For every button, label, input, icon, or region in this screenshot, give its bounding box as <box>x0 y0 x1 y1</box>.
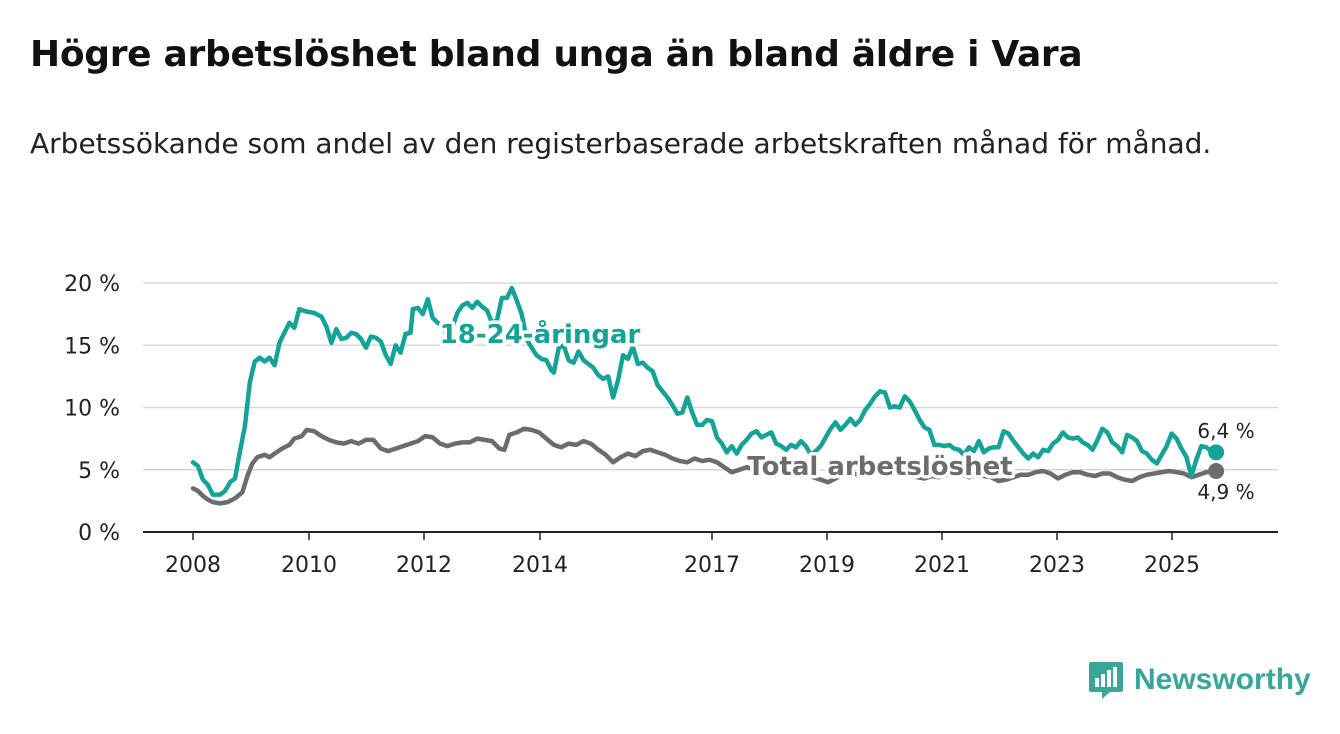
x-tick-label: 2008 <box>165 553 221 578</box>
end-label-total: 4,9 %4,9 % <box>1194 477 1258 508</box>
series-label-total-halo: Total arbetslöshet <box>747 452 1012 482</box>
series-end-point <box>1208 444 1225 461</box>
y-tick-label: 10 % <box>64 397 120 422</box>
x-tick-label: 2012 <box>396 553 452 578</box>
chart-subtitle: Arbetssökande som andel av den registerb… <box>30 127 1212 160</box>
brand-name: Newsworthy <box>1134 663 1311 696</box>
end-label-youth-text: 6,4 % <box>1197 419 1254 443</box>
end-label-total-text: 4,9 % <box>1197 480 1254 504</box>
x-tick-label: 2023 <box>1029 553 1085 578</box>
x-tick-label: 2019 <box>799 553 855 578</box>
x-tick-label: 2017 <box>684 553 740 578</box>
x-tick-label: 2021 <box>914 553 970 578</box>
series-end-point <box>1208 462 1225 479</box>
series-label-youth-text: 18-24-åringar <box>440 318 641 350</box>
series-label-youth-halo: 18-24-åringar <box>440 318 641 350</box>
newsworthy-logo-icon <box>1089 662 1123 699</box>
x-tick-label: 2025 <box>1144 553 1200 578</box>
chart-title: Högre arbetslöshet bland unga än bland ä… <box>30 34 1083 75</box>
newsworthy-brand: Newsworthy <box>1088 660 1311 700</box>
series-lines <box>190 285 1225 506</box>
y-tick-label: 20 % <box>64 272 120 297</box>
series-label-total-text: Total arbetslöshet <box>747 452 1012 482</box>
series-line <box>190 285 1219 497</box>
grid-lines <box>143 282 1278 471</box>
y-axis-ticks: 0 % 5 % 10 % 15 % 20 % <box>64 272 120 546</box>
x-axis: 2008 2010 2012 2014 2017 2019 2021 2023 2025 <box>143 531 1278 578</box>
y-tick-label: 0 % <box>78 521 120 546</box>
x-tick-label: 2014 <box>512 553 568 578</box>
end-label-total-halo: 4,9 % <box>1197 480 1254 504</box>
y-tick-label: 15 % <box>64 334 120 359</box>
y-tick-label: 5 % <box>78 459 120 484</box>
series-line <box>190 426 1219 506</box>
x-tick-label: 2010 <box>281 553 337 578</box>
end-label-youth: 6,4 %6,4 % <box>1194 416 1258 447</box>
end-label-youth-halo: 6,4 % <box>1197 419 1254 443</box>
